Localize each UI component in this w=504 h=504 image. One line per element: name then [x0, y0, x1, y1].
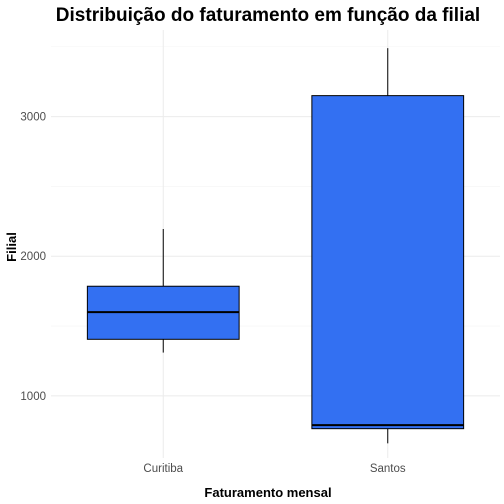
box-rect	[311, 95, 465, 430]
x-tick-labels: Curitiba Santos	[143, 463, 405, 475]
boxes	[86, 48, 465, 444]
y-tick-labels: 1000 2000 3000	[20, 112, 46, 403]
y-axis-label: Filial	[4, 232, 19, 262]
chart-title: Distribuição do faturamento em função da…	[56, 5, 480, 26]
x-tick-label: Curitiba	[143, 463, 183, 475]
y-tick-label: 3000	[20, 112, 46, 124]
x-tick-label: Santos	[370, 463, 406, 475]
y-tick-label: 2000	[20, 251, 46, 263]
box-curitiba	[86, 228, 240, 353]
y-tick-label: 1000	[20, 391, 46, 403]
x-axis-label: Faturamento mensal	[204, 485, 331, 500]
box-santos	[311, 48, 465, 444]
